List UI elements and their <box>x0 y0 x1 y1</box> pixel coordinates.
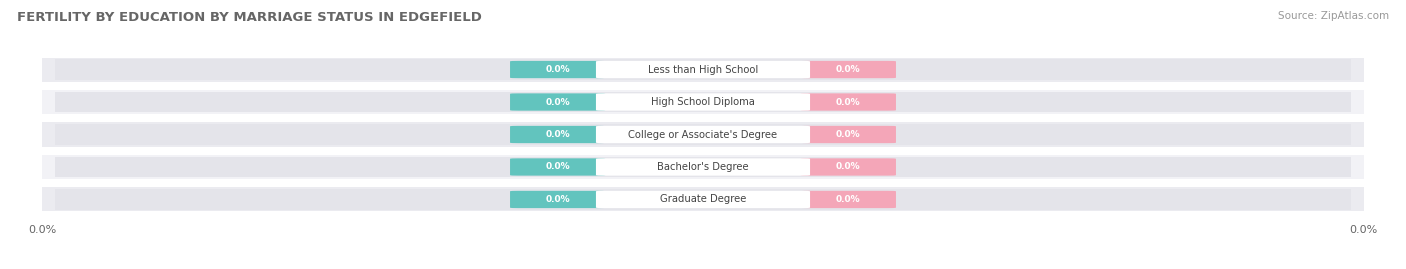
FancyBboxPatch shape <box>596 126 810 143</box>
Text: 0.0%: 0.0% <box>546 162 569 171</box>
FancyBboxPatch shape <box>801 158 896 176</box>
Text: 0.0%: 0.0% <box>546 195 569 204</box>
Text: FERTILITY BY EDUCATION BY MARRIAGE STATUS IN EDGEFIELD: FERTILITY BY EDUCATION BY MARRIAGE STATU… <box>17 11 482 24</box>
Bar <box>42 155 1364 179</box>
Text: College or Associate's Degree: College or Associate's Degree <box>628 129 778 140</box>
Text: 0.0%: 0.0% <box>837 162 860 171</box>
Text: 0.0%: 0.0% <box>837 98 860 107</box>
Text: Source: ZipAtlas.com: Source: ZipAtlas.com <box>1278 11 1389 21</box>
Bar <box>55 125 1351 144</box>
Text: 0.0%: 0.0% <box>546 65 569 74</box>
Bar <box>55 157 1351 177</box>
Text: Graduate Degree: Graduate Degree <box>659 194 747 204</box>
FancyBboxPatch shape <box>510 158 605 176</box>
FancyBboxPatch shape <box>510 93 605 111</box>
Text: Bachelor's Degree: Bachelor's Degree <box>657 162 749 172</box>
Bar <box>42 122 1364 147</box>
Bar <box>42 58 1364 82</box>
Bar <box>42 90 1364 114</box>
Text: 0.0%: 0.0% <box>837 65 860 74</box>
FancyBboxPatch shape <box>801 191 896 208</box>
Text: High School Diploma: High School Diploma <box>651 97 755 107</box>
Bar <box>42 187 1364 211</box>
Text: 0.0%: 0.0% <box>837 195 860 204</box>
FancyBboxPatch shape <box>801 61 896 78</box>
Bar <box>55 189 1351 210</box>
Text: Less than High School: Less than High School <box>648 65 758 75</box>
FancyBboxPatch shape <box>596 61 810 78</box>
FancyBboxPatch shape <box>596 93 810 111</box>
FancyBboxPatch shape <box>510 126 605 143</box>
FancyBboxPatch shape <box>596 191 810 208</box>
Bar <box>55 92 1351 112</box>
FancyBboxPatch shape <box>801 93 896 111</box>
FancyBboxPatch shape <box>510 61 605 78</box>
FancyBboxPatch shape <box>510 191 605 208</box>
Bar <box>55 59 1351 80</box>
Text: 0.0%: 0.0% <box>546 130 569 139</box>
FancyBboxPatch shape <box>801 126 896 143</box>
Legend: Married, Unmarried: Married, Unmarried <box>617 264 789 269</box>
FancyBboxPatch shape <box>596 158 810 176</box>
Text: 0.0%: 0.0% <box>837 130 860 139</box>
Text: 0.0%: 0.0% <box>546 98 569 107</box>
